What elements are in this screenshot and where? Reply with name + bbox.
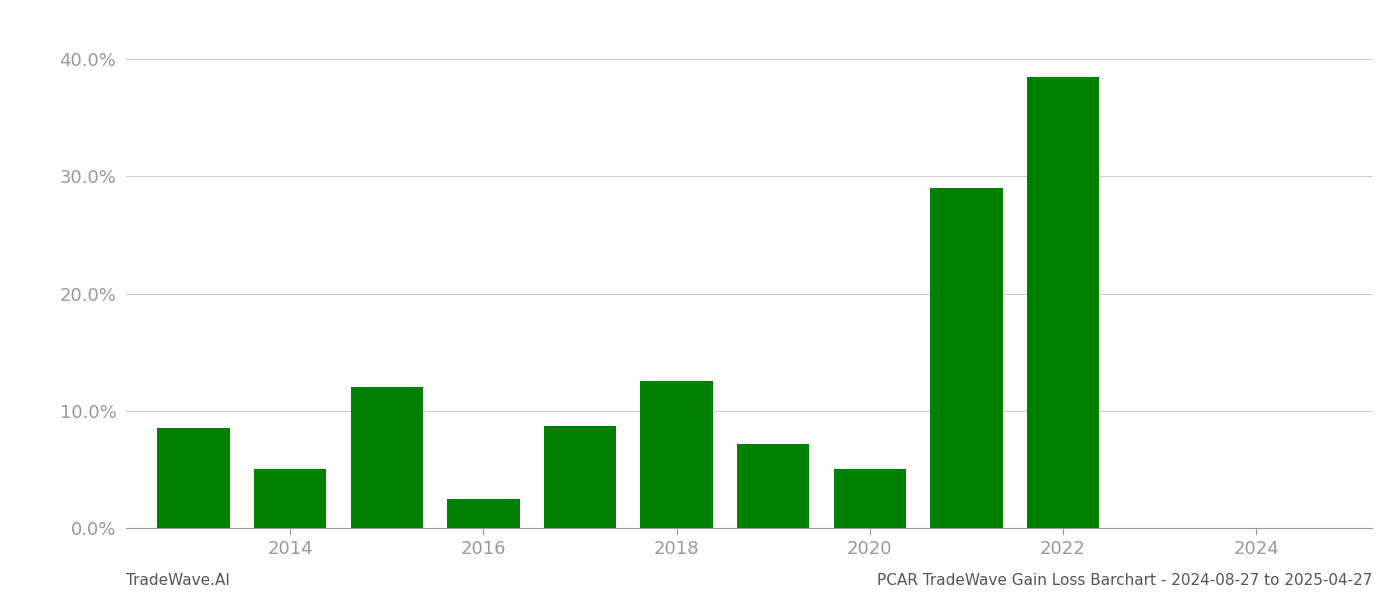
Bar	[447, 499, 519, 528]
Text: PCAR TradeWave Gain Loss Barchart - 2024-08-27 to 2025-04-27: PCAR TradeWave Gain Loss Barchart - 2024…	[876, 573, 1372, 588]
Bar	[157, 428, 230, 528]
Bar	[930, 188, 1002, 528]
Bar	[833, 469, 906, 528]
Bar	[543, 426, 616, 528]
Bar	[1026, 77, 1099, 528]
Bar	[736, 443, 809, 528]
Bar	[350, 388, 423, 528]
Bar	[640, 382, 713, 528]
Bar	[253, 469, 326, 528]
Text: TradeWave.AI: TradeWave.AI	[126, 573, 230, 588]
